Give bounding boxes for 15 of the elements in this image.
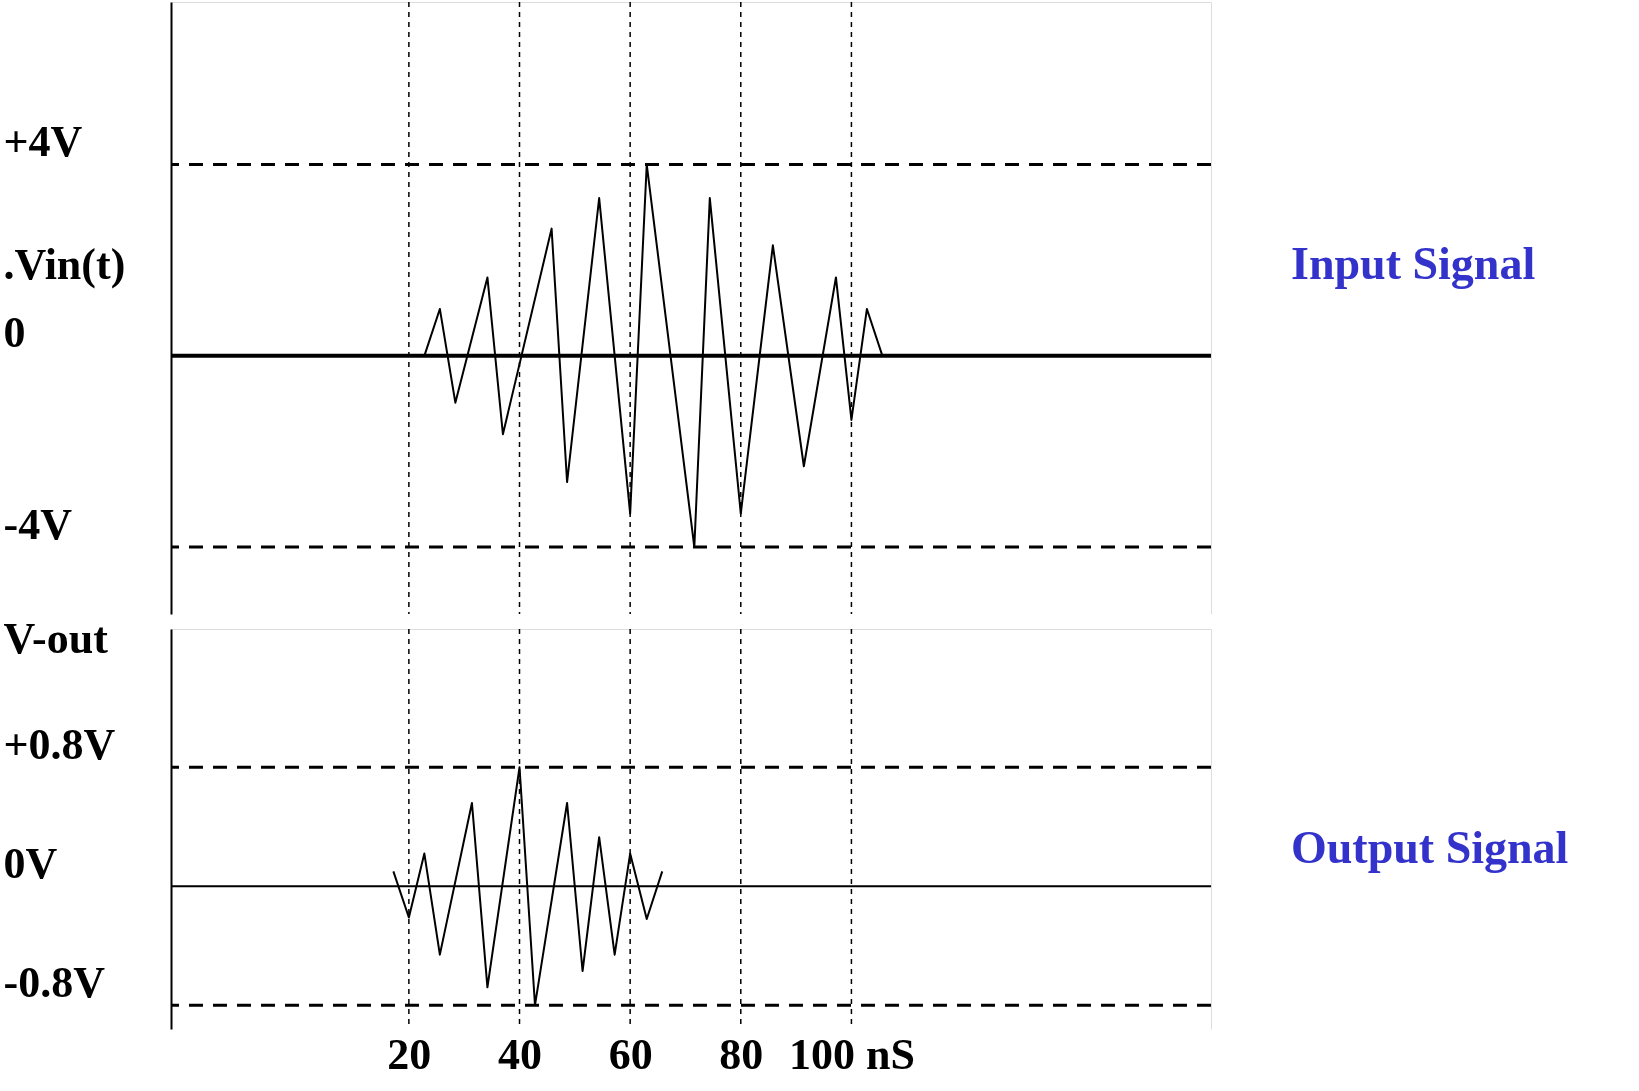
y-tick-label: -0.8V [3, 957, 106, 1007]
x-tick-label: 20 [387, 1029, 432, 1079]
x-tick-label: 40 [498, 1029, 543, 1079]
y-tick-label: 0V [3, 838, 58, 888]
y-tick-label: -4V [3, 499, 73, 549]
y-tick-label: +4V [3, 117, 83, 167]
y-axis-title: V-out [3, 613, 109, 663]
text: Output Signal [1291, 822, 1569, 873]
y-axis-title: .Vin(t) [3, 239, 126, 289]
y-tick-label: 0 [3, 308, 26, 358]
x-tick-label: 100 nS [788, 1029, 915, 1079]
text: Input Signal [1291, 238, 1536, 290]
y-tick-label: +0.8V [3, 719, 116, 769]
x-tick-label: 60 [608, 1029, 653, 1079]
x-tick-label: 80 [719, 1029, 764, 1079]
